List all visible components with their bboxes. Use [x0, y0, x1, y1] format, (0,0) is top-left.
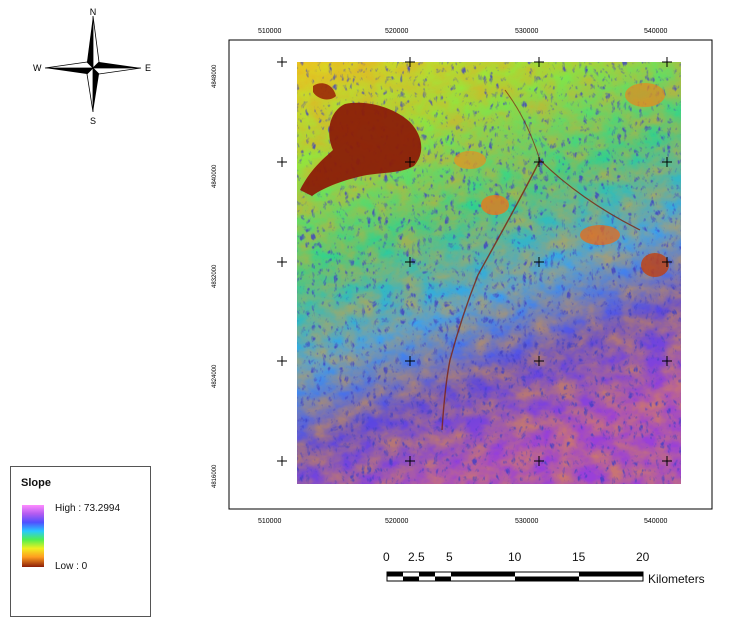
legend: Slope High : 73.2994 Low : 0	[10, 466, 151, 617]
left-tick-label: 4816000	[212, 464, 218, 488]
bottom-tick-label: 530000	[515, 518, 538, 525]
top-tick-label: 540000	[644, 28, 667, 35]
scale-label-2-5: 2.5	[408, 550, 425, 564]
scale-label-20: 20	[636, 550, 650, 564]
scale-label-0: 0	[383, 550, 390, 564]
west-label: W	[33, 63, 42, 73]
scale-label-15: 15	[572, 550, 586, 564]
east-label: E	[145, 63, 151, 73]
scale-label-5: 5	[446, 550, 453, 564]
low-slope-area	[300, 102, 422, 196]
legend-title: Slope	[21, 477, 51, 489]
legend-high-label: High : 73.2994	[55, 503, 121, 514]
slope-raster	[297, 62, 681, 484]
north-label: N	[90, 7, 97, 17]
left-tick-label: 4832000	[212, 264, 218, 288]
legend-low-label: Low : 0	[55, 561, 88, 572]
top-axis: 510000 520000 530000 540000	[258, 28, 667, 35]
left-tick-label: 4824000	[212, 364, 218, 388]
scale-unit: Kilometers	[648, 572, 705, 586]
north-arrow-icon: N S E W	[33, 7, 151, 126]
scale-bar	[386, 571, 644, 582]
top-tick-label: 520000	[385, 28, 408, 35]
top-tick-label: 530000	[515, 28, 538, 35]
bottom-tick-label: 540000	[644, 518, 667, 525]
map-frame	[228, 39, 713, 510]
bottom-tick-label: 520000	[385, 518, 408, 525]
scale-label-10: 10	[508, 550, 522, 564]
bottom-axis: 510000 520000 530000 540000	[258, 518, 667, 525]
left-axis: 4848000 4840000 4832000 4824000 4816000	[212, 64, 218, 488]
left-tick-label: 4840000	[212, 164, 218, 188]
south-label: S	[90, 116, 96, 126]
top-tick-label: 510000	[258, 28, 281, 35]
bottom-tick-label: 510000	[258, 518, 281, 525]
graticule	[277, 57, 672, 466]
left-tick-label: 4848000	[212, 64, 218, 88]
legend-color-ramp	[22, 505, 44, 567]
